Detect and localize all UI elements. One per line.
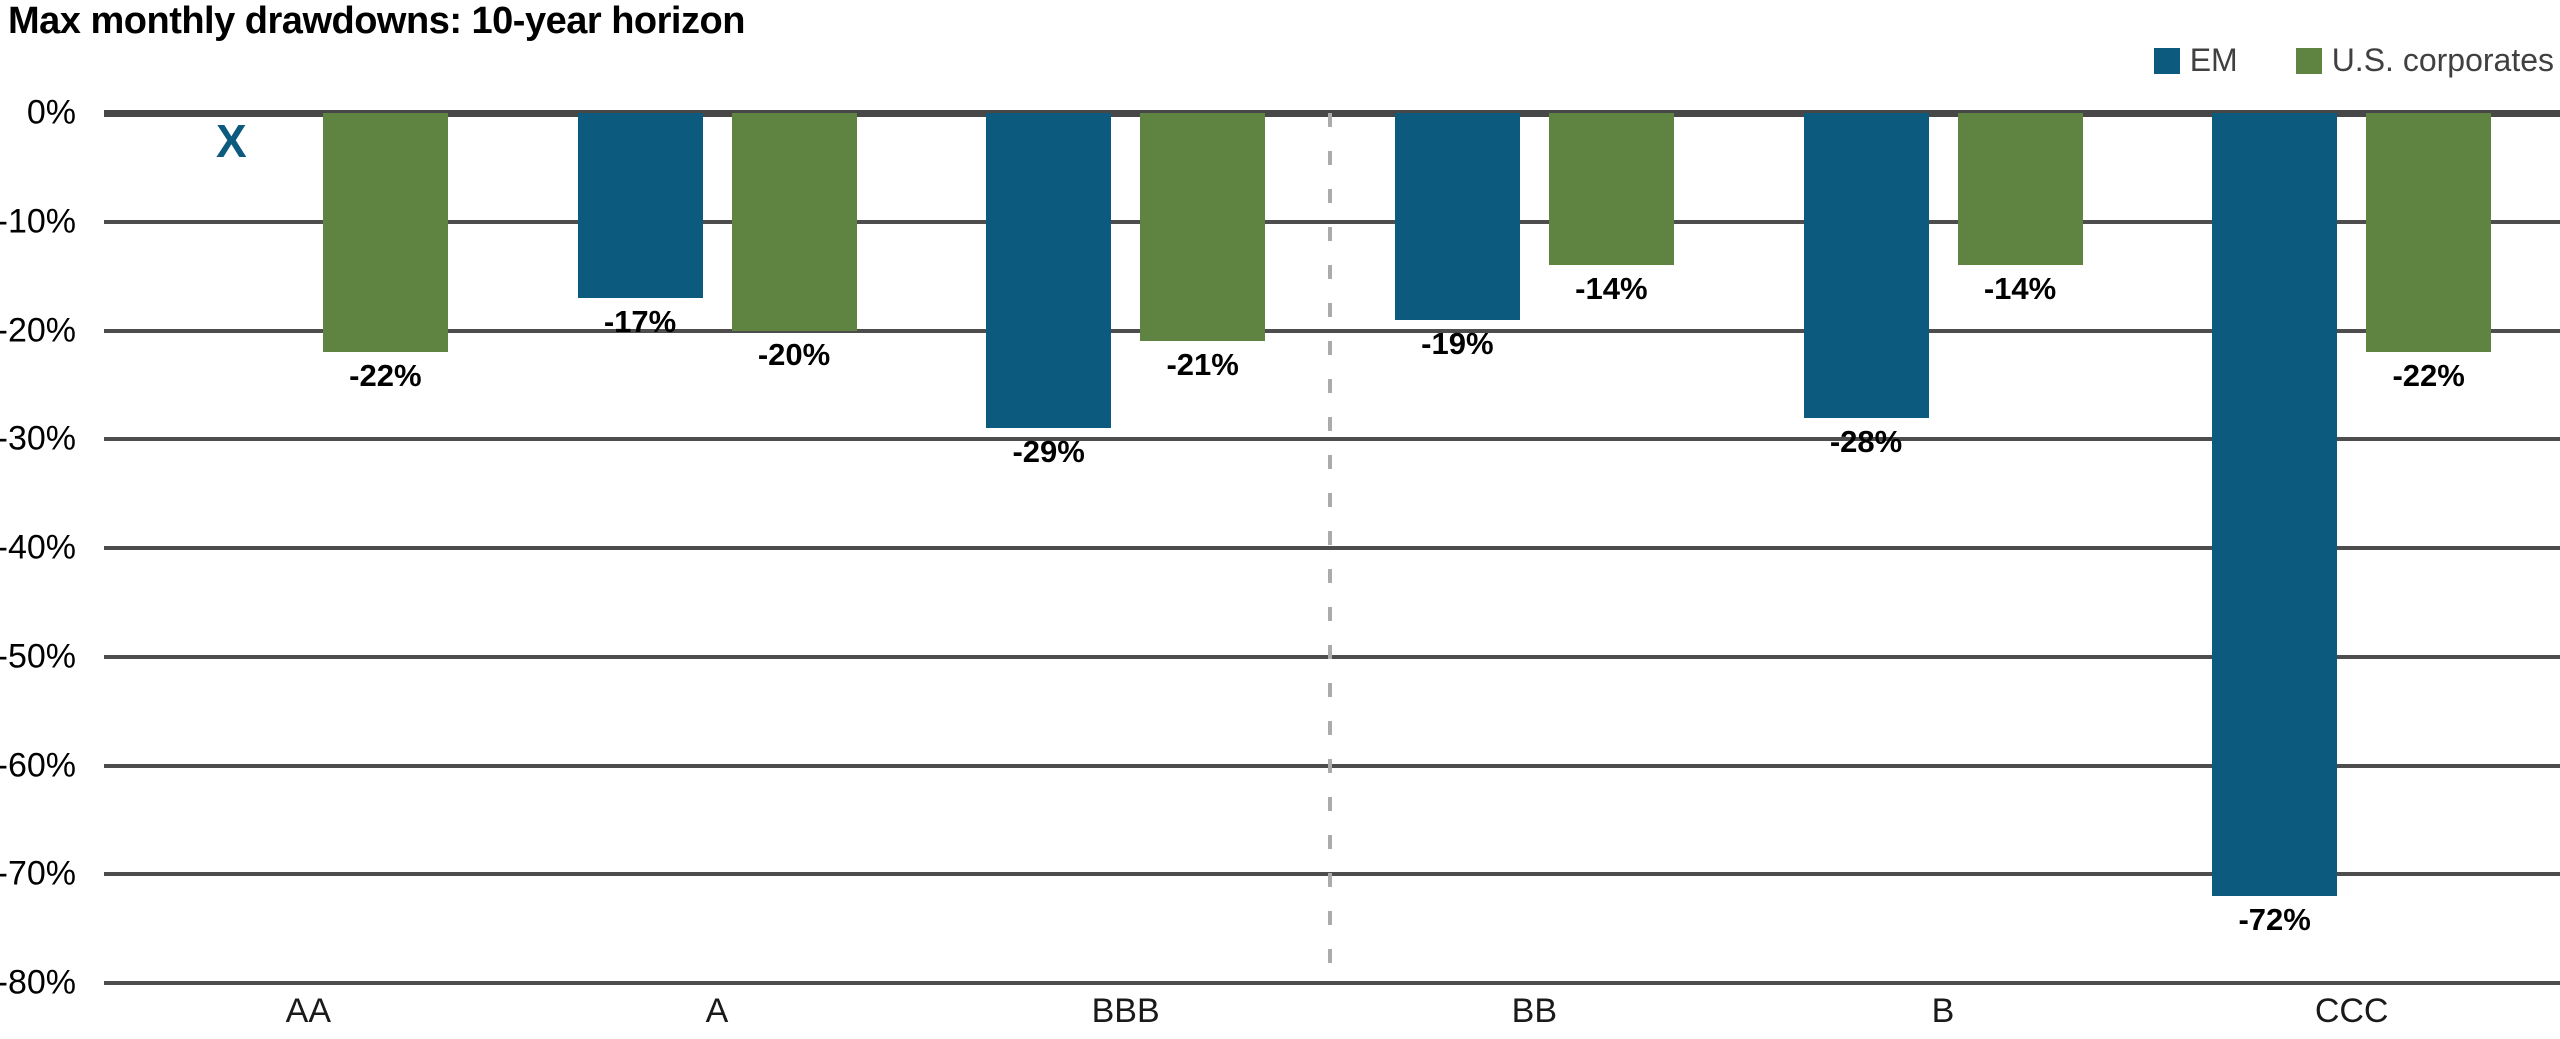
gridline [104, 654, 2560, 659]
y-tick-label: -60% [0, 746, 76, 784]
legend-swatch-us-corporates-icon [2295, 47, 2322, 74]
y-tick-label: -80% [0, 963, 76, 1002]
bar-u-s-corporates-bbb [1140, 113, 1266, 342]
gridline [104, 437, 2560, 442]
zero-line [104, 109, 2560, 117]
bar-em-b [1803, 113, 1929, 418]
y-tick-label: 0% [26, 93, 76, 132]
bar-value-label-u-s-corporates-bb: -14% [1575, 271, 1648, 307]
bar-value-label-em-bb: -19% [1421, 325, 1494, 361]
x-axis-label-ccc: CCC [2314, 992, 2389, 1030]
x-axis-label-aa: AA [285, 992, 332, 1030]
bar-em-a [577, 113, 703, 298]
bar-em-bb [1394, 113, 1520, 320]
bar-value-label-em-bbb: -29% [1012, 434, 1085, 470]
bar-u-s-corporates-b [1957, 113, 2083, 266]
gridline [104, 981, 2560, 985]
legend-label-us-corporates: U.S. corporates [2331, 42, 2554, 78]
y-tick-label: -40% [0, 528, 76, 567]
legend-item-us-corporates: U.S. corporates [2295, 42, 2554, 79]
bar-value-label-em-b: -28% [1829, 423, 1903, 459]
bar-u-s-corporates-ccc [2366, 113, 2492, 353]
gridline [104, 546, 2560, 550]
bar-value-label-u-s-corporates-bbb: -21% [1166, 347, 1239, 383]
x-axis-label-b: B [1931, 992, 1955, 1030]
bar-u-s-corporates-aa [322, 113, 448, 353]
legend: EM U.S. corporates [2153, 42, 2554, 79]
y-tick-label: -30% [0, 419, 76, 458]
y-tick-label: -70% [0, 854, 76, 893]
chart-title: Max monthly drawdowns: 10-year horizon [8, 0, 745, 42]
y-tick-label: -10% [0, 202, 76, 241]
legend-label-em: EM [2189, 42, 2238, 78]
bar-value-label-u-s-corporates-b: -14% [1983, 271, 2057, 307]
x-axis-label-bb: BB [1511, 992, 1558, 1030]
legend-swatch-em-icon [2153, 47, 2180, 74]
y-tick-label: -20% [0, 311, 76, 349]
bar-u-s-corporates-bb [1548, 113, 1674, 266]
bar-value-label-em-a: -17% [603, 303, 677, 339]
bar-value-label-u-s-corporates-aa: -22% [349, 358, 422, 394]
gridline [104, 328, 2560, 333]
gridline [104, 219, 2560, 224]
x-axis-label-bbb: BBB [1091, 992, 1160, 1030]
x-axis-label-a: A [705, 992, 729, 1030]
missing-data-marker-em-aa: X [215, 115, 247, 167]
bar-value-label-em-ccc: -72% [2238, 902, 2311, 937]
gridline [104, 763, 2560, 768]
legend-item-em: EM [2153, 42, 2238, 79]
rating-divider-dashed-line [1328, 113, 1332, 983]
bar-em-bbb [986, 113, 1112, 429]
bar-value-label-u-s-corporates-a: -20% [757, 336, 831, 372]
bar-em-ccc [2212, 113, 2338, 896]
bar-value-label-u-s-corporates-ccc: -22% [2392, 358, 2465, 394]
y-tick-label: -50% [0, 637, 76, 676]
bar-u-s-corporates-a [731, 113, 857, 331]
gridline [104, 872, 2560, 877]
